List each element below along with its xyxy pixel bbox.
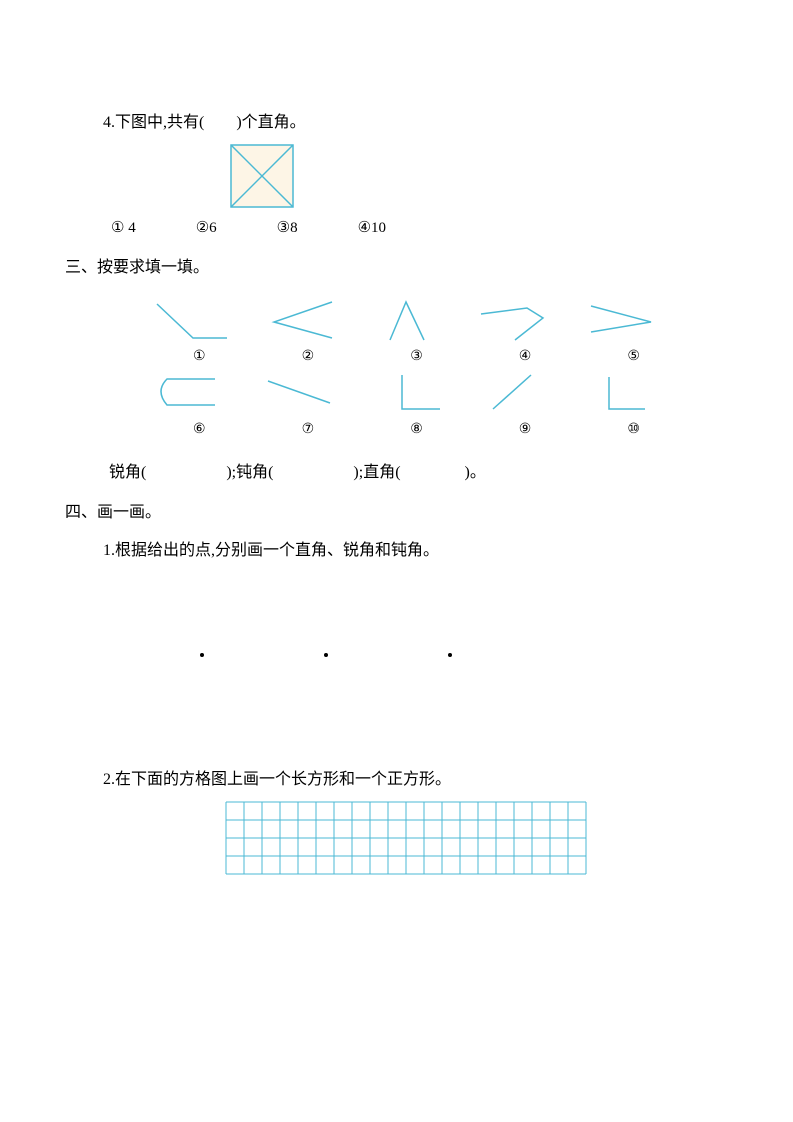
dots-row [65, 653, 728, 657]
grid-container [65, 801, 728, 875]
angle-4: ④ [471, 296, 580, 365]
angle-1: ① [145, 296, 254, 365]
q4-text: 4.下图中,共有( )个直角。 [65, 110, 728, 136]
angle-3: ③ [362, 296, 471, 365]
option-2: ②6 [196, 218, 217, 237]
angle-10: ⑩ [579, 369, 688, 438]
q4-options: ① 4 ②6 ③8 ④10 [65, 218, 728, 237]
grid-figure [225, 801, 587, 875]
section3-fill: 锐角( );钝角( );直角( )。 [65, 458, 728, 482]
angle-9: ⑨ [471, 369, 580, 438]
option-3: ③8 [277, 218, 298, 237]
option-1: ① 4 [111, 218, 136, 237]
page-content: 4.下图中,共有( )个直角。 ① 4 ②6 ③8 ④10 三、按要求填一填。 … [0, 0, 793, 875]
dot-1 [200, 653, 204, 657]
dot-3 [448, 653, 452, 657]
section3-title: 三、按要求填一填。 [65, 255, 728, 281]
dot-2 [324, 653, 328, 657]
angles-row-1: ① ② ③ ④ ⑤ [65, 292, 728, 365]
square-with-diagonals [230, 144, 294, 208]
angle-8: ⑧ [362, 369, 471, 438]
angle-5: ⑤ [579, 296, 688, 365]
option-4: ④10 [358, 218, 386, 237]
section4-title: 四、画一画。 [65, 500, 728, 526]
section4-q1: 1.根据给出的点,分别画一个直角、锐角和钝角。 [65, 538, 728, 564]
angle-7: ⑦ [254, 369, 363, 438]
angle-6: ⑥ [145, 369, 254, 438]
q4-figure [65, 144, 728, 208]
section4-q2: 2.在下面的方格图上画一个长方形和一个正方形。 [65, 767, 728, 793]
angle-2: ② [254, 296, 363, 365]
angles-row-2: ⑥ ⑦ ⑧ ⑨ ⑩ [65, 365, 728, 438]
